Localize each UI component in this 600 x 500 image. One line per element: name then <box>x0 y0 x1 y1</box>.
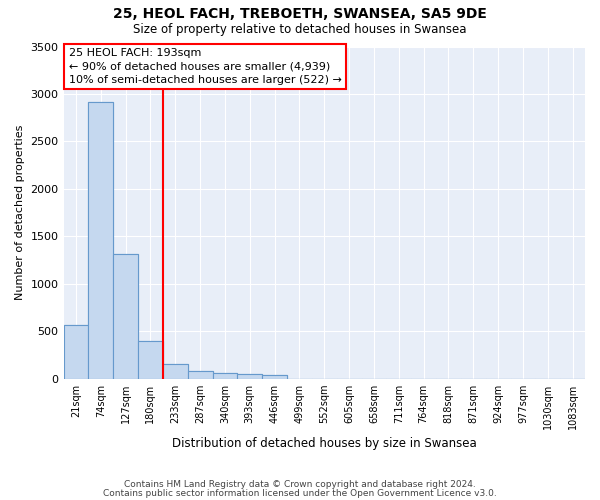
Bar <box>138 340 163 378</box>
Bar <box>163 364 188 378</box>
Text: Contains HM Land Registry data © Crown copyright and database right 2024.: Contains HM Land Registry data © Crown c… <box>124 480 476 489</box>
Text: 25, HEOL FACH, TREBOETH, SWANSEA, SA5 9DE: 25, HEOL FACH, TREBOETH, SWANSEA, SA5 9D… <box>113 8 487 22</box>
Bar <box>113 254 138 378</box>
Bar <box>88 102 113 378</box>
Bar <box>262 375 287 378</box>
Bar <box>188 371 212 378</box>
Text: 25 HEOL FACH: 193sqm
← 90% of detached houses are smaller (4,939)
10% of semi-de: 25 HEOL FACH: 193sqm ← 90% of detached h… <box>69 48 341 84</box>
Bar <box>163 364 188 378</box>
Bar <box>64 326 88 378</box>
Text: Size of property relative to detached houses in Swansea: Size of property relative to detached ho… <box>133 22 467 36</box>
Bar <box>212 374 238 378</box>
Bar <box>188 371 212 378</box>
Bar <box>238 374 262 378</box>
Bar <box>88 102 113 378</box>
Y-axis label: Number of detached properties: Number of detached properties <box>15 125 25 300</box>
Bar <box>212 374 238 378</box>
Text: Contains public sector information licensed under the Open Government Licence v3: Contains public sector information licen… <box>103 488 497 498</box>
Bar <box>113 254 138 378</box>
Bar <box>64 326 88 378</box>
Bar <box>238 374 262 378</box>
Bar <box>138 340 163 378</box>
X-axis label: Distribution of detached houses by size in Swansea: Distribution of detached houses by size … <box>172 437 476 450</box>
Bar <box>262 375 287 378</box>
